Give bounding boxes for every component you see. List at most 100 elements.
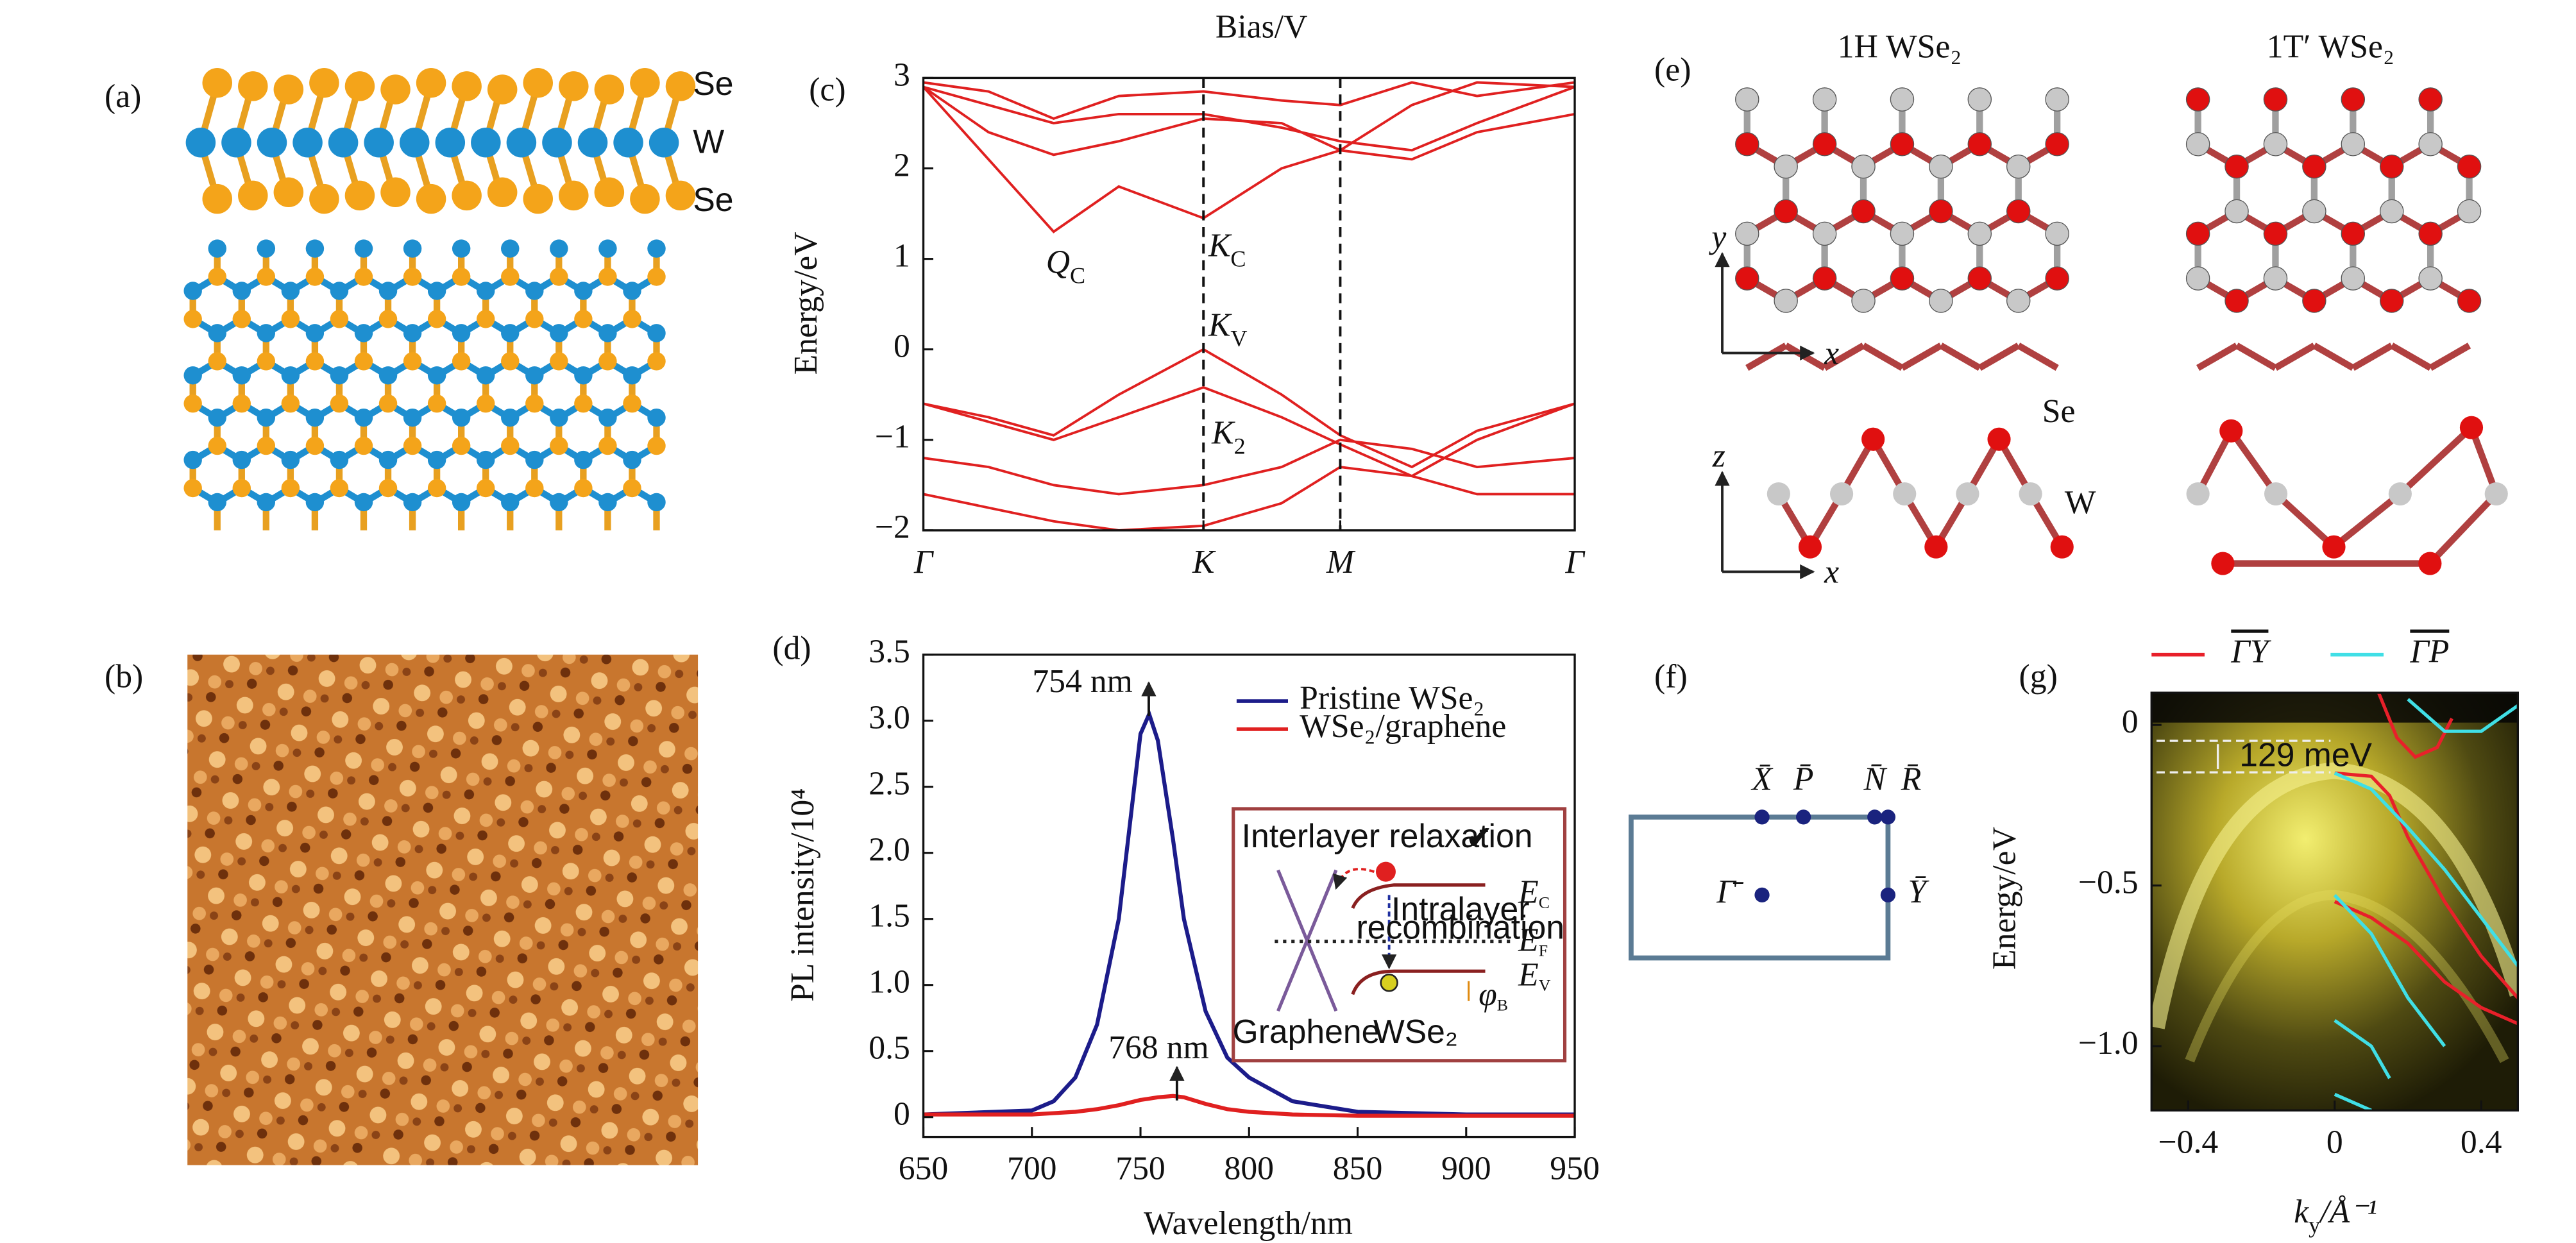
atom-w [232,282,251,300]
energy-level: EV [1518,956,1551,995]
structure-title: 1T′ WSe₂ [2267,28,2394,65]
atom-w [598,493,617,512]
atom [2185,132,2210,156]
atom-se [202,67,232,98]
atom-w [330,450,349,469]
atom-se [344,180,375,211]
x-tick-label: 650 [899,1151,949,1187]
series-line [2333,698,2518,1111]
material-label: WSe₂ [1373,1013,1458,1050]
atom [1890,266,1915,291]
x-tick-label: M [1326,544,1356,580]
atom-se [281,394,300,413]
atom-w [501,239,520,258]
panel-label: (b) [105,658,143,695]
atom-w [208,408,226,427]
atom-w [305,408,325,427]
atom-se [378,478,398,498]
atom-se [202,183,232,214]
atom [1967,221,1992,246]
relaxation-arrow [1333,868,1375,890]
energy-level-sub: F [1539,942,1548,960]
atom-w [598,239,617,258]
atom-se [232,478,251,498]
atom-w [525,366,544,385]
atom-se [380,74,411,105]
atom-se [452,436,471,455]
atom-se [501,436,520,455]
k-point-label: Γ̄ [1716,874,1743,910]
inset-text: Intralayer [1391,890,1529,927]
atom-w [221,127,251,158]
atom-se [305,267,325,286]
atom-w [232,450,251,469]
atom [2457,154,2482,179]
atom-w [185,127,216,158]
atom-se [416,183,446,214]
atom-se [487,177,518,207]
y-tick-label: 3.0 [869,700,910,736]
inset-check: ✔ [1465,819,1493,856]
atom [2379,154,2404,179]
arpes-band [2151,762,2518,1029]
bond [1822,342,1865,371]
atom-w [435,127,466,158]
atom-se [403,352,422,371]
atom [2459,416,2484,439]
atom-se [574,394,593,413]
bond [2196,342,2239,371]
atom [1890,221,1915,246]
atom-se [574,478,593,498]
atom-se [330,394,349,413]
atom-w [208,493,226,512]
peak-label: 768 nm [1108,1029,1208,1066]
atom [2418,87,2443,112]
atom [2224,199,2249,224]
atom [1967,266,1992,291]
atom-se [309,183,339,214]
atom [2006,199,2031,224]
atom [1851,199,1876,224]
y-tick-label: 2.5 [869,766,910,802]
x-tick-label: 750 [1115,1151,1165,1187]
atom-w [598,324,617,342]
atom [2263,132,2288,156]
atom-w [613,127,643,158]
atom-se [452,267,471,286]
k-point [1754,887,1770,902]
atom-label: W [693,123,724,160]
atom-w [305,324,325,342]
bond [2398,425,2474,496]
atom-se [183,478,202,498]
atom-w [577,127,608,158]
atom-w [1767,482,1790,506]
atom-se [273,74,304,105]
band-annotation-base: Q [1046,244,1070,280]
atom-w [305,493,325,512]
atom-se [630,67,660,98]
atom [1735,266,1759,291]
k-point [1880,809,1896,825]
atom-w [647,239,666,258]
atom-w [506,127,537,158]
atom [1812,132,1837,156]
atom-w [232,366,251,385]
bond [2427,491,2499,566]
atom-w [427,282,446,300]
atom [1929,289,1953,313]
energy-level-base: E [1518,922,1539,958]
atom [2045,266,2069,291]
x-tick-label: 0 [2326,1124,2343,1160]
band-annotation-sub: 2 [1234,434,1246,459]
band-annotation: KC [1208,227,1246,271]
atom-w [330,282,349,300]
atom [2211,552,2235,575]
atom-w [328,127,359,158]
atom-se [550,352,568,371]
x-tick-label: 0.4 [2461,1124,2502,1160]
x-tick-label: 700 [1007,1151,1057,1187]
series-line [923,81,1575,121]
atom-se [487,74,518,105]
band-annotation: KV [1208,307,1248,351]
band-annotation-base: K [1208,307,1232,343]
